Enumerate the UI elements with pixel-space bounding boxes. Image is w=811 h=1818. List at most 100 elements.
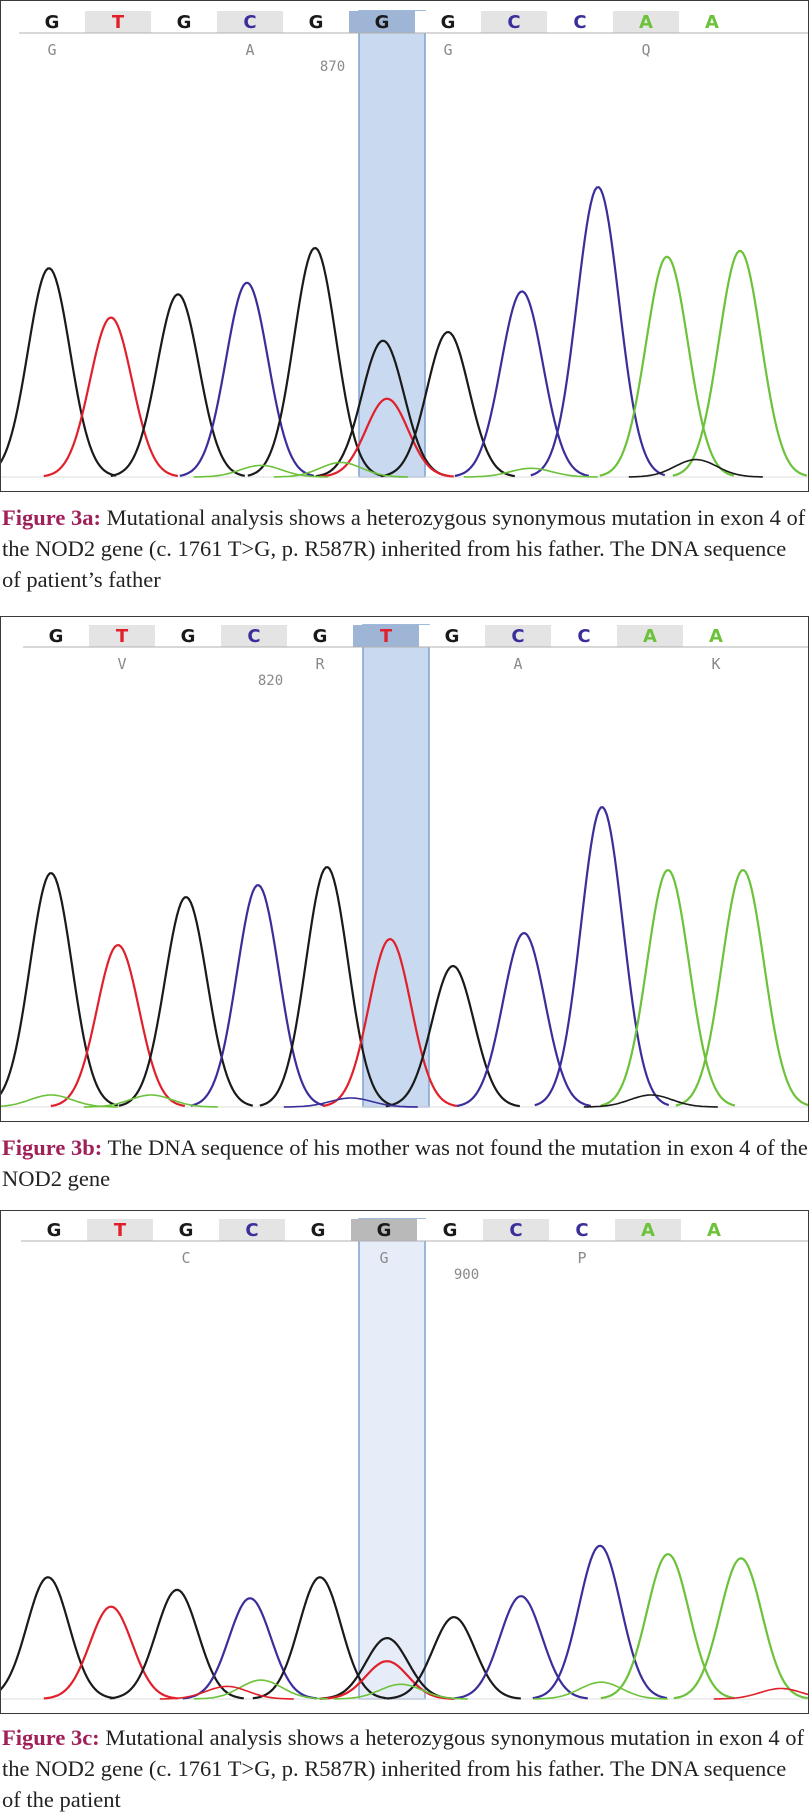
caption-label: Figure 3c: xyxy=(2,1725,100,1750)
trace-peak-T xyxy=(43,316,179,478)
highlight-column xyxy=(358,10,426,478)
base-cell xyxy=(283,11,349,33)
base-cell xyxy=(679,11,745,33)
amino-acid-label: G xyxy=(379,1249,388,1267)
base-call-label: G xyxy=(441,12,456,33)
trace-peak-C xyxy=(182,1597,317,1700)
base-call-label: C xyxy=(509,1220,522,1241)
trace-peak-A xyxy=(599,255,735,477)
base-cell xyxy=(153,1219,219,1241)
figure-caption-c: Figure 3c: Mutational analysis shows a h… xyxy=(2,1722,808,1815)
base-call-label: T xyxy=(116,626,129,647)
trace-peak-A xyxy=(463,467,598,478)
base-call-label: A xyxy=(705,12,719,33)
trace-peak-A xyxy=(673,1557,808,1700)
base-cell xyxy=(19,11,85,33)
trace-peak-G xyxy=(583,1094,718,1108)
trace-peak-G xyxy=(1,872,119,1107)
amino-acid-label: R xyxy=(315,655,325,673)
trace-peak-T xyxy=(43,1605,178,1700)
trace-peak-T xyxy=(713,1687,808,1700)
base-call-label: C xyxy=(243,12,256,33)
amino-acid-label: G xyxy=(443,41,452,59)
base-cell xyxy=(419,625,485,647)
base-cell xyxy=(485,625,551,647)
base-call-label: C xyxy=(575,1220,588,1241)
base-call-label: G xyxy=(179,1220,194,1241)
base-cell xyxy=(353,625,419,647)
amino-acid-label: C xyxy=(181,1249,190,1267)
trace-peak-C xyxy=(454,290,590,477)
trace-peak-G xyxy=(319,1637,454,1700)
base-call-label: T xyxy=(380,626,393,647)
trace-peak-G xyxy=(110,293,246,477)
base-call-label: T xyxy=(114,1220,127,1241)
highlight-column xyxy=(362,624,430,1108)
base-cell xyxy=(87,1219,153,1241)
trace-peak-G xyxy=(252,1576,387,1700)
base-call-label: G xyxy=(47,1220,62,1241)
trace-peak-C xyxy=(179,281,315,477)
trace-peak-C xyxy=(530,186,666,477)
trace-peak-T xyxy=(159,1685,294,1700)
trace-peak-G xyxy=(1,1576,115,1700)
amino-acid-label: G xyxy=(47,41,56,59)
base-cell xyxy=(89,625,155,647)
base-call-label: T xyxy=(112,12,125,33)
base-call-label: A xyxy=(641,1220,655,1241)
trace-peak-C xyxy=(534,806,670,1107)
caption-text: Mutational analysis shows a heterozygous… xyxy=(2,505,806,592)
highlight-column xyxy=(358,1218,426,1700)
base-cell xyxy=(483,1219,549,1241)
trace-peak-A xyxy=(600,1553,735,1700)
amino-acid-label: A xyxy=(245,41,254,59)
base-call-label: G xyxy=(45,12,60,33)
trace-peak-G xyxy=(628,458,763,478)
base-cell xyxy=(481,11,547,33)
base-cell xyxy=(617,625,683,647)
base-call-label: C xyxy=(507,12,520,33)
trace-peak-G xyxy=(385,965,520,1108)
trace-peak-T xyxy=(322,938,457,1108)
trace-peak-G xyxy=(380,331,515,478)
base-cell xyxy=(351,1219,417,1241)
base-call-label: C xyxy=(577,626,590,647)
chromatogram-panel-c: G T G C G G G C C A A C G P 900 xyxy=(0,1210,809,1714)
trace-peak-A xyxy=(675,869,808,1107)
trace-peak-G xyxy=(259,866,395,1107)
trace-peak-A xyxy=(193,1679,328,1700)
trace-peak-T xyxy=(319,1660,454,1700)
trace-peak-A xyxy=(273,461,408,478)
trace-peak-G xyxy=(109,1588,244,1700)
base-cell xyxy=(285,1219,351,1241)
base-call-label: A xyxy=(707,1220,721,1241)
base-call-label: G xyxy=(443,1220,458,1241)
sequence-position-label: 870 xyxy=(320,59,345,75)
base-call-label: G xyxy=(445,626,460,647)
base-cell xyxy=(21,1219,87,1241)
trace-peak-C xyxy=(283,1097,418,1108)
trace-peak-T xyxy=(50,944,186,1108)
base-call-label: G xyxy=(375,12,390,33)
caption-text: The DNA sequence of his mother was not f… xyxy=(2,1135,808,1191)
trace-peak-G xyxy=(247,247,383,477)
base-cell xyxy=(85,11,151,33)
base-cell xyxy=(683,625,749,647)
sequence-position-label: 900 xyxy=(454,1267,479,1283)
trace-peak-A xyxy=(333,1683,468,1700)
trace-peak-C xyxy=(453,1595,588,1700)
amino-acid-label: P xyxy=(577,1249,586,1267)
trace-peak-A xyxy=(1,1094,118,1108)
base-call-label: G xyxy=(177,12,192,33)
base-cell xyxy=(219,1219,285,1241)
amino-acid-label: V xyxy=(117,655,126,673)
base-cell xyxy=(613,11,679,33)
caption-label: Figure 3a: xyxy=(2,505,101,530)
base-cell xyxy=(547,11,613,33)
base-call-label: G xyxy=(313,626,328,647)
base-call-label: G xyxy=(311,1220,326,1241)
base-call-label: A xyxy=(639,12,653,33)
trace-peak-C xyxy=(532,1544,667,1700)
